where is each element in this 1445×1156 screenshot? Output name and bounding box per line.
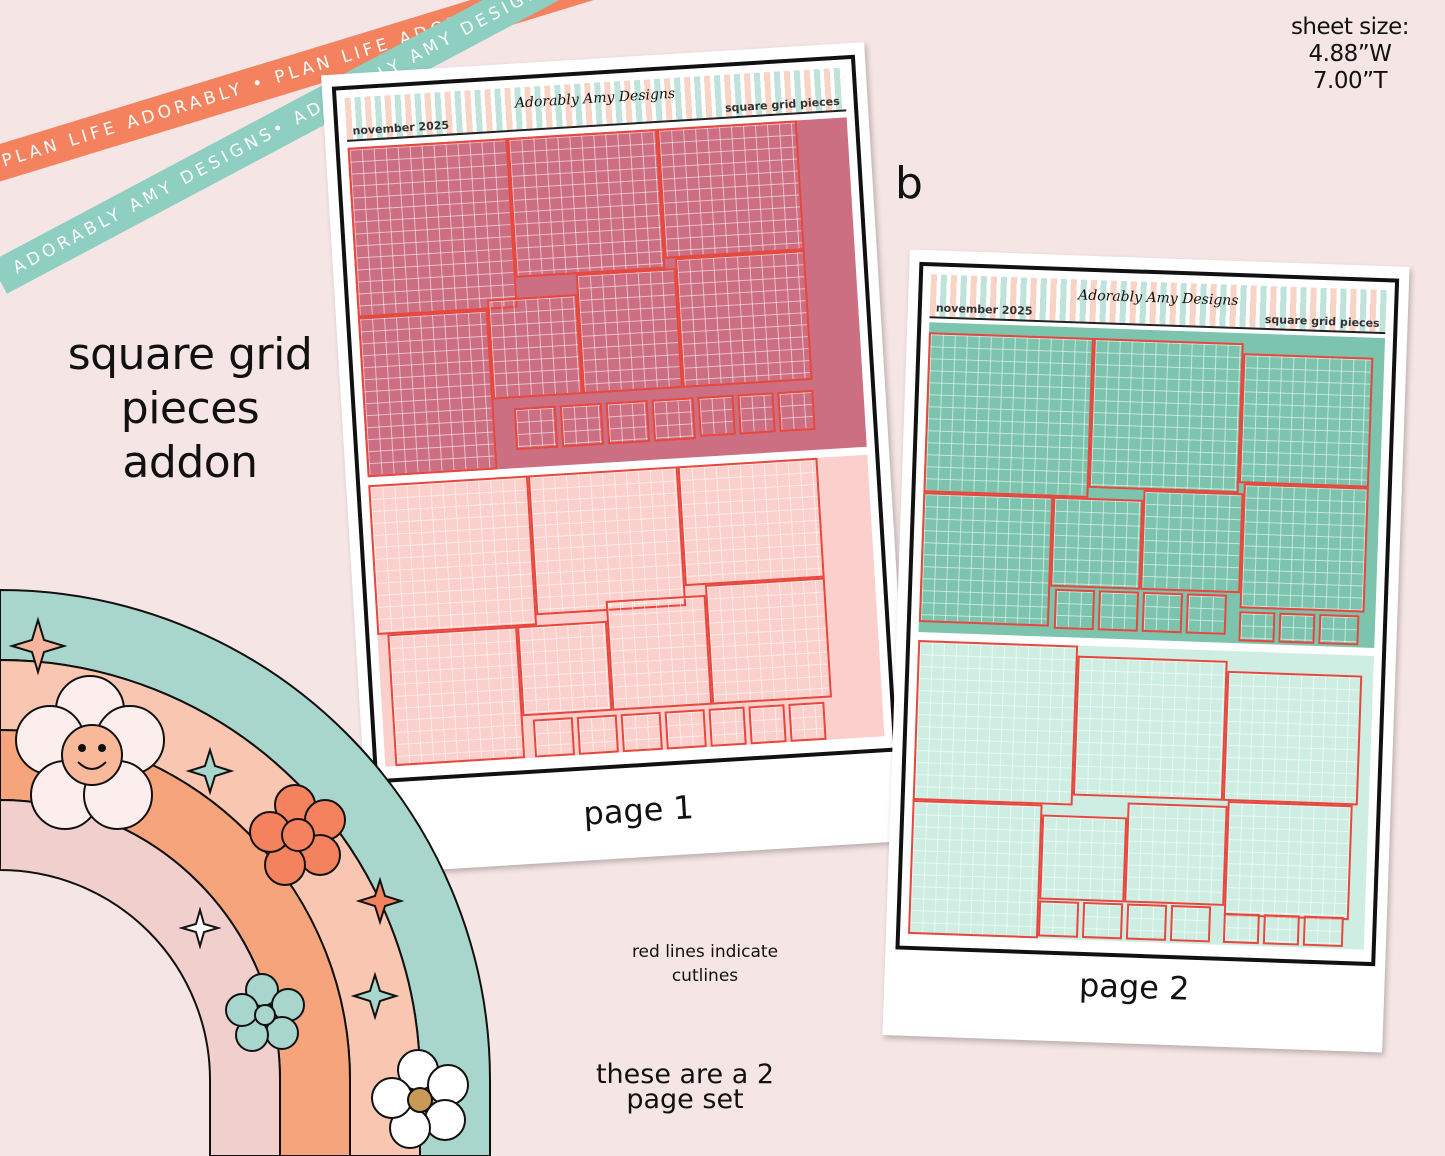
grid-piece — [674, 250, 813, 388]
set-note-line-2: page set — [626, 1084, 744, 1115]
title-line-3: addon — [122, 437, 258, 488]
cutline-note-line-2: cutlines — [671, 966, 739, 986]
grid-piece-small — [532, 717, 576, 758]
grid-piece-small — [748, 704, 787, 745]
grid-piece — [1239, 483, 1369, 613]
sheet-size-info: sheet size: 4.88”W 7.00”T — [1290, 14, 1410, 95]
grid-piece — [605, 594, 713, 711]
grid-piece — [912, 640, 1079, 806]
set-note-line-1: these are a 2 — [595, 1059, 775, 1090]
grid-piece — [656, 120, 805, 259]
grid-piece-small — [513, 405, 559, 451]
brand-logo: Adorably Amy Designs — [514, 85, 676, 112]
grid-piece-small — [777, 389, 816, 433]
sheet-label: square grid pieces — [1264, 312, 1380, 330]
grid-piece — [1222, 670, 1363, 806]
grid-piece — [575, 268, 683, 394]
page-caption: page 2 — [1078, 965, 1191, 1008]
grid-piece — [1124, 802, 1228, 906]
grid-piece-small — [697, 394, 736, 437]
grid-piece-small — [664, 709, 707, 750]
grid-piece-small — [1185, 593, 1228, 635]
orange-flower-icon — [249, 784, 346, 886]
grid-piece-small — [1222, 912, 1260, 945]
sheet-preview-frame: november 2025 Adorably Amy Designs squar… — [895, 261, 1400, 967]
sheet-size-label: sheet size: — [1290, 14, 1410, 40]
product-title: square grid pieces addon — [30, 328, 350, 490]
smiley-flower-icon — [15, 675, 165, 830]
title-line-2: pieces — [120, 383, 260, 434]
sheet-size-width: 4.88”W — [1308, 41, 1392, 67]
grid-piece — [704, 577, 833, 705]
grid-piece-small — [1278, 612, 1316, 644]
grid-panel-dark — [918, 322, 1386, 648]
teal-flower-icon — [225, 973, 305, 1052]
grid-piece-small — [620, 711, 663, 753]
sparkle-icon — [350, 971, 400, 1021]
grid-piece-small — [559, 402, 605, 448]
page-set-note: these are a 2 page set — [560, 1059, 810, 1115]
grid-piece-small — [1262, 914, 1300, 946]
grid-panel-light — [907, 640, 1374, 950]
grid-piece-small — [1169, 905, 1212, 943]
grid-piece-small — [737, 392, 776, 435]
variant-letter: b — [895, 158, 923, 209]
grid-piece — [1050, 496, 1144, 590]
grid-piece — [1238, 353, 1374, 488]
grid-piece — [517, 620, 613, 717]
cutline-note: red lines indicate cutlines — [600, 940, 810, 988]
grid-piece-small — [1037, 900, 1080, 938]
grid-piece-small — [576, 714, 619, 755]
grid-piece-small — [788, 701, 827, 742]
sparkle-icon — [355, 876, 405, 926]
grid-piece — [1140, 489, 1244, 594]
grid-piece-small — [708, 706, 747, 747]
grid-piece — [507, 128, 666, 278]
grid-piece-small — [1125, 903, 1168, 941]
grid-piece — [527, 466, 687, 616]
sparkle-icon — [185, 746, 235, 796]
sheet-month: november 2025 — [352, 118, 450, 138]
grid-piece — [677, 457, 825, 587]
grid-piece — [1039, 814, 1128, 903]
grid-piece — [487, 294, 584, 400]
sheet-size-height: 7.00”T — [1312, 68, 1388, 94]
grid-piece-small — [1081, 901, 1124, 940]
daisy-flower-icon — [371, 1049, 469, 1149]
sheet-card-page-2: november 2025 Adorably Amy Designs squar… — [882, 249, 1410, 1053]
grid-piece-small — [1053, 588, 1096, 631]
grid-piece-small — [605, 400, 651, 445]
grid-piece — [1072, 655, 1228, 801]
grid-piece-small — [1141, 591, 1184, 634]
grid-piece — [357, 309, 498, 478]
cutline-note-line-1: red lines indicate — [631, 942, 779, 962]
sparkle-icon — [178, 906, 222, 950]
grid-piece-small — [1238, 611, 1276, 643]
grid-piece — [918, 492, 1054, 627]
grid-piece — [907, 799, 1043, 939]
title-line-1: square grid — [67, 329, 313, 380]
rainbow-illustration — [0, 588, 491, 1156]
brand-logo: Adorably Amy Designs — [1077, 287, 1239, 310]
grid-piece-small — [1302, 915, 1344, 948]
sheet-label: square grid pieces — [724, 94, 841, 115]
grid-piece-small — [651, 397, 696, 442]
grid-piece-small — [1097, 590, 1140, 632]
sparkle-icon — [8, 616, 68, 676]
grid-pieces-area — [907, 322, 1386, 950]
grid-piece — [1223, 800, 1353, 921]
grid-piece — [923, 332, 1094, 498]
rainbow-band-pink — [0, 798, 281, 1156]
grid-panel-dark — [347, 117, 867, 478]
grid-piece-small — [1318, 614, 1360, 646]
grid-piece — [1088, 337, 1244, 494]
grid-piece — [347, 138, 518, 318]
sheet-month: november 2025 — [935, 301, 1033, 318]
